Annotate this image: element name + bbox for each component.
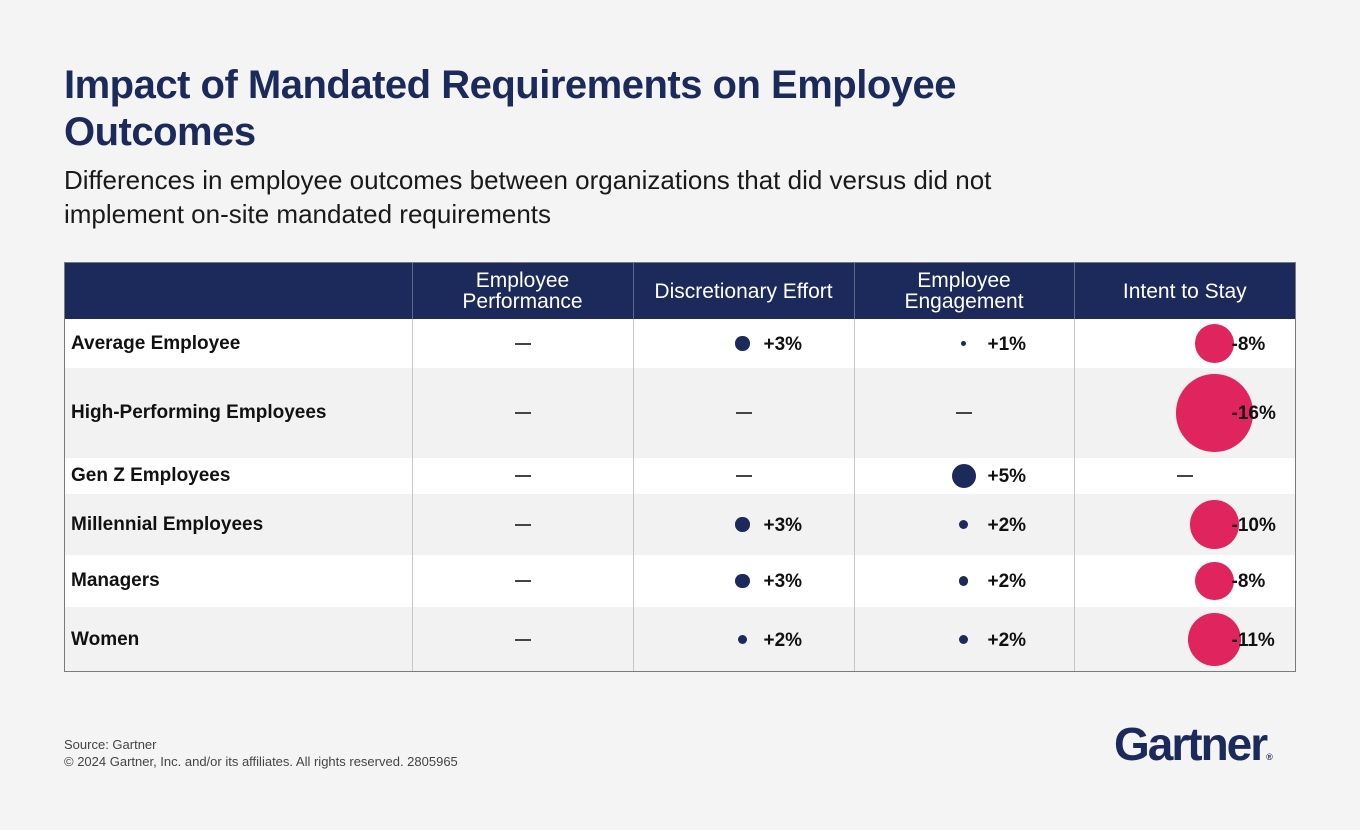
table-cell: -11% xyxy=(1073,607,1295,671)
value-label: -10% xyxy=(1231,514,1276,536)
table-row: Average Employee +3% +1% -8% xyxy=(65,319,1295,368)
table-cell: +3% xyxy=(632,494,854,555)
row-label: Managers xyxy=(65,555,412,607)
table-cell: +3% xyxy=(632,319,854,368)
row-label: Millennial Employees xyxy=(65,494,412,555)
row-label: Gen Z Employees xyxy=(65,458,412,494)
table-cell: +2% xyxy=(853,494,1074,555)
no-data-dash xyxy=(514,523,531,526)
column-header: Employee Engagement xyxy=(853,263,1074,319)
page-title: Impact of Mandated Requirements on Emplo… xyxy=(64,63,957,154)
value-label: -11% xyxy=(1231,629,1275,651)
no-data-dash xyxy=(514,638,531,641)
no-data-dash xyxy=(735,475,752,477)
copyright-text: © 2024 Gartner, Inc. and/or its affiliat… xyxy=(64,754,458,769)
column-header: Discretionary Effort xyxy=(632,263,854,319)
table-cell: +2% xyxy=(632,607,854,671)
value-label: +2% xyxy=(987,514,1027,536)
source-note: Source: Gartner © 2024 Gartner, Inc. and… xyxy=(64,736,458,770)
table-row: Women +2% +2% -11% xyxy=(65,607,1295,671)
positive-bubble xyxy=(735,336,750,351)
positive-bubble xyxy=(961,341,966,346)
table-cell xyxy=(411,458,633,494)
no-data-dash xyxy=(514,580,531,582)
column-header: Intent to Stay xyxy=(1073,263,1295,319)
positive-bubble xyxy=(737,634,748,645)
row-label: Women xyxy=(65,607,412,671)
value-label: -16% xyxy=(1231,403,1276,424)
table-cell: +2% xyxy=(853,555,1074,607)
negative-bubble xyxy=(1175,374,1254,452)
positive-bubble xyxy=(958,576,969,586)
source-text: Source: Gartner xyxy=(64,737,157,752)
no-data-dash xyxy=(735,412,752,414)
table-cell: +5% xyxy=(853,458,1074,494)
value-label: +3% xyxy=(763,514,803,536)
row-label: High-Performing Employees xyxy=(65,368,412,458)
no-data-dash xyxy=(514,412,531,414)
table-cell: -8% xyxy=(1073,555,1295,607)
table-cell: -10% xyxy=(1073,494,1295,555)
value-label: +1% xyxy=(987,333,1027,355)
value-label: +3% xyxy=(763,333,803,355)
table-row: High-Performing Employees -16% xyxy=(65,368,1295,458)
table-row: Millennial Employees +3% +2% -10% xyxy=(65,494,1295,555)
positive-bubble xyxy=(735,517,750,532)
table-cell xyxy=(411,368,633,458)
table-cell: -16% xyxy=(1073,368,1295,458)
table-cell: +3% xyxy=(632,555,854,607)
row-label: Average Employee xyxy=(65,319,412,368)
positive-bubble xyxy=(735,573,750,589)
outcomes-table: Employee Performance Discretionary Effor… xyxy=(64,262,1296,672)
table-cell xyxy=(411,555,633,607)
registered-mark: ® xyxy=(1266,752,1273,762)
no-data-dash xyxy=(514,475,531,477)
negative-bubble xyxy=(1195,324,1234,363)
negative-bubble xyxy=(1190,500,1239,549)
value-label: +5% xyxy=(987,466,1027,487)
table-cell: -8% xyxy=(1073,319,1295,368)
value-label: +2% xyxy=(987,571,1027,592)
negative-bubble xyxy=(1187,612,1242,667)
table-cell xyxy=(411,494,633,555)
table-cell: +2% xyxy=(853,607,1074,671)
table-row: Managers +3% +2% -8% xyxy=(65,555,1295,607)
table-cell xyxy=(411,319,633,368)
no-data-dash xyxy=(956,412,972,414)
positive-bubble xyxy=(958,519,969,530)
positive-bubble xyxy=(951,464,976,488)
gartner-logo: Gartner® xyxy=(1114,716,1273,785)
logo-text: Gartner xyxy=(1114,718,1268,770)
table-cell xyxy=(632,458,854,494)
page-subtitle: Differences in employee outcomes between… xyxy=(64,165,992,229)
value-label: +3% xyxy=(763,571,803,592)
column-header: Employee Performance xyxy=(411,263,633,319)
table-cell xyxy=(853,368,1074,458)
value-label: +2% xyxy=(987,629,1027,651)
table-cell xyxy=(411,607,633,671)
value-label: -8% xyxy=(1231,333,1266,355)
positive-bubble xyxy=(958,634,969,645)
negative-bubble xyxy=(1195,561,1234,601)
table-cell xyxy=(632,368,854,458)
header-row: Employee Performance Discretionary Effor… xyxy=(65,263,1295,319)
value-label: +2% xyxy=(763,629,803,651)
value-label: -8% xyxy=(1231,571,1266,592)
table-cell: +1% xyxy=(853,319,1074,368)
table-cell xyxy=(1073,458,1295,494)
no-data-dash xyxy=(1176,475,1193,477)
row-header-blank xyxy=(65,263,412,319)
no-data-dash xyxy=(514,342,531,345)
table-row: Gen Z Employees +5% xyxy=(65,458,1295,494)
